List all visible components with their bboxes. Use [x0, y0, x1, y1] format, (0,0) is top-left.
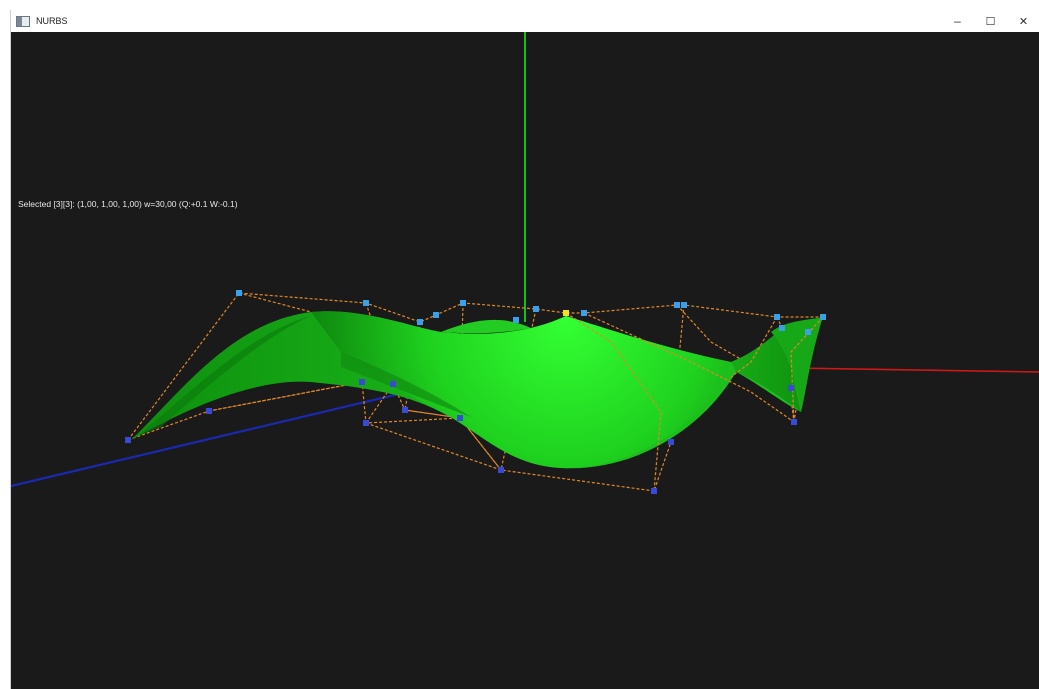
control-point[interactable]	[206, 408, 212, 414]
selected-control-point[interactable]	[563, 310, 569, 316]
control-points[interactable]	[125, 290, 826, 494]
control-point[interactable]	[363, 420, 369, 426]
control-point[interactable]	[236, 290, 242, 296]
control-point[interactable]	[125, 437, 131, 443]
control-point[interactable]	[805, 329, 811, 335]
minimize-button[interactable]: –	[954, 14, 961, 28]
control-point[interactable]	[681, 302, 687, 308]
control-point[interactable]	[433, 312, 439, 318]
nurbs-surface	[131, 311, 823, 469]
control-point[interactable]	[498, 467, 504, 473]
control-point[interactable]	[513, 317, 519, 323]
close-button[interactable]: ✕	[1018, 15, 1029, 28]
window-title: NURBS	[36, 16, 68, 26]
z-axis	[11, 382, 442, 488]
control-point[interactable]	[359, 379, 365, 385]
title-bar[interactable]: NURBS – ☐ ✕	[11, 10, 1039, 32]
maximize-button[interactable]: ☐	[985, 15, 996, 28]
control-point[interactable]	[820, 314, 826, 320]
window-app-icon	[16, 15, 30, 27]
gl-viewport[interactable]: Selected [3][3]: (1,00, 1,00, 1,00) w=30…	[11, 32, 1039, 689]
selection-status: Selected [3][3]: (1,00, 1,00, 1,00) w=30…	[18, 199, 238, 209]
control-point[interactable]	[402, 407, 408, 413]
control-point[interactable]	[533, 306, 539, 312]
nurbs-window: NURBS – ☐ ✕	[10, 10, 1039, 689]
control-point[interactable]	[651, 488, 657, 494]
control-point[interactable]	[460, 300, 466, 306]
control-point[interactable]	[363, 300, 369, 306]
control-point[interactable]	[788, 385, 794, 391]
window-controls: – ☐ ✕	[941, 10, 1039, 32]
control-point[interactable]	[791, 419, 797, 425]
control-point[interactable]	[774, 314, 780, 320]
control-net-front	[565, 312, 824, 492]
control-point[interactable]	[581, 310, 587, 316]
control-point[interactable]	[779, 325, 785, 331]
control-point[interactable]	[417, 319, 423, 325]
control-point[interactable]	[390, 381, 396, 387]
control-point[interactable]	[668, 439, 674, 445]
control-point[interactable]	[674, 302, 680, 308]
x-axis	[790, 367, 1039, 373]
scene-canvas[interactable]	[11, 32, 1039, 689]
control-point[interactable]	[457, 415, 463, 421]
